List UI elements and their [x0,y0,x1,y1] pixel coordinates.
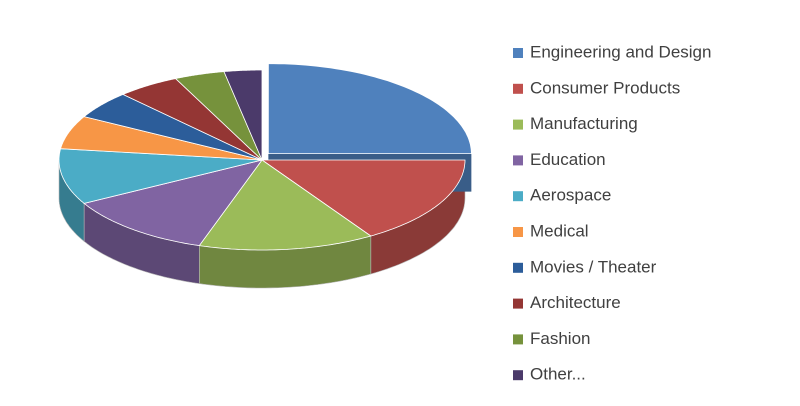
slice [83,159,263,247]
slice [174,71,263,161]
legend-label: Fashion [530,329,590,348]
legend-swatch [513,298,523,309]
slice [58,148,263,204]
legend-swatch [513,227,523,237]
legend-label: Education [530,150,606,169]
legend-label: Other... [530,365,586,384]
legend-label: Engineering and Design [530,42,711,61]
slice [267,63,472,155]
legend-label: Consumer Products [530,78,680,97]
legend-swatch [513,262,523,273]
legend-swatch [513,155,523,166]
legend-label: Manufacturing [530,114,638,133]
legend-label: Medical [530,221,589,240]
legend-label: Aerospace [530,186,611,205]
legend-swatch [513,83,523,94]
slice [121,78,263,161]
slice [260,159,466,237]
legend-swatch [513,119,523,130]
slice [198,159,372,251]
legend-swatch [513,334,523,345]
slice [223,69,263,161]
legend-swatch [513,191,523,202]
legend-label: Architecture [530,293,621,312]
legend-swatch [513,370,523,381]
legend-swatch [513,48,523,58]
slice [60,116,263,161]
slice [83,93,263,161]
legend-label: Movies / Theater [530,257,657,276]
